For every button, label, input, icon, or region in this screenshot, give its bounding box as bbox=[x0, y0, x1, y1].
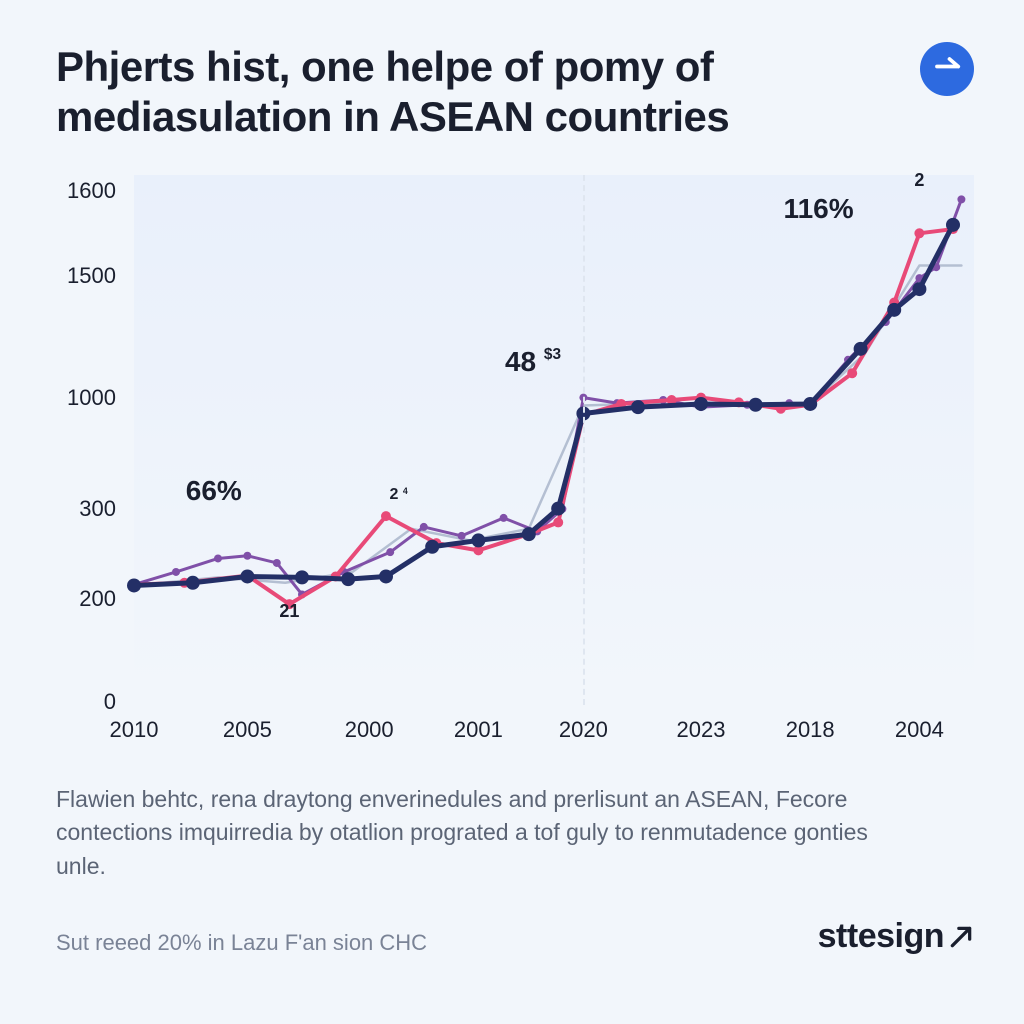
chart-marker bbox=[946, 218, 960, 232]
chart-annotation: 2 4 bbox=[389, 486, 407, 504]
x-tick-label: 2004 bbox=[895, 705, 944, 743]
chart-caption: Flawien behtc, rena draytong enverinedul… bbox=[56, 783, 876, 883]
x-tick-label: 2018 bbox=[786, 705, 835, 743]
chart-marker bbox=[551, 502, 565, 516]
brand-wordmark: sttesign bbox=[818, 917, 974, 956]
page-title: Phjerts hist, one helpe of pomy of media… bbox=[56, 42, 876, 141]
chart-marker bbox=[214, 555, 222, 563]
chart-annotation: 116% bbox=[784, 193, 854, 225]
chart-line-series-purple bbox=[134, 199, 961, 594]
chart-marker bbox=[803, 397, 817, 411]
chart-annotation: 2 bbox=[914, 170, 924, 191]
chart-marker bbox=[914, 228, 924, 238]
chart-marker bbox=[425, 540, 439, 554]
chart-marker bbox=[127, 579, 141, 593]
reference-vline bbox=[583, 175, 585, 705]
chart-marker bbox=[500, 514, 508, 522]
y-tick-label: 200 bbox=[56, 586, 126, 612]
chart-marker bbox=[273, 559, 281, 567]
y-tick-label: 1500 bbox=[56, 263, 126, 289]
chart-marker bbox=[295, 570, 309, 584]
header: Phjerts hist, one helpe of pomy of media… bbox=[56, 42, 974, 141]
x-tick-label: 2000 bbox=[345, 705, 394, 743]
brand-text: sttesign bbox=[818, 917, 944, 956]
chart-marker bbox=[887, 303, 901, 317]
chart-annotation: 21 bbox=[279, 601, 299, 622]
chart-marker bbox=[749, 398, 763, 412]
footnote-text: Sut reeed 20% in Lazu F'an sion CHC bbox=[56, 930, 427, 956]
chart-marker bbox=[854, 342, 868, 356]
external-arrow-icon bbox=[948, 924, 974, 950]
y-tick-label: 300 bbox=[56, 496, 126, 522]
chart-marker bbox=[186, 576, 200, 590]
chart-marker bbox=[243, 552, 251, 560]
x-axis: 20102005200020012020202320182004 bbox=[134, 705, 974, 755]
chart-marker bbox=[912, 282, 926, 296]
chart-marker bbox=[631, 400, 645, 414]
x-tick-label: 2020 bbox=[559, 705, 608, 743]
chart-marker bbox=[553, 518, 563, 528]
brand-logo-icon bbox=[920, 42, 974, 96]
chart-marker bbox=[522, 527, 536, 541]
x-tick-label: 2010 bbox=[110, 705, 159, 743]
y-axis: 0200300100015001600 bbox=[56, 175, 126, 705]
chart-line-series-pink bbox=[134, 229, 953, 604]
x-tick-label: 2023 bbox=[677, 705, 726, 743]
y-tick-label: 1000 bbox=[56, 385, 126, 411]
chart-marker bbox=[172, 568, 180, 576]
chart-annotation: 66% bbox=[186, 475, 242, 507]
chart-line-series-grey bbox=[134, 266, 961, 586]
y-tick-label: 1600 bbox=[56, 178, 126, 204]
x-tick-label: 2005 bbox=[223, 705, 272, 743]
chart-marker bbox=[381, 511, 391, 521]
chart-marker bbox=[341, 572, 355, 586]
chart-marker bbox=[957, 195, 965, 203]
footer-row: Sut reeed 20% in Lazu F'an sion CHC stte… bbox=[56, 917, 974, 956]
chart-marker bbox=[240, 570, 254, 584]
chart-marker bbox=[471, 534, 485, 548]
x-tick-label: 2001 bbox=[454, 705, 503, 743]
chart-marker bbox=[694, 397, 708, 411]
plot-area: 66%212 448 $3116%2 bbox=[134, 175, 974, 705]
chart-marker bbox=[847, 368, 857, 378]
chart-marker bbox=[458, 532, 466, 540]
chart-marker bbox=[379, 570, 393, 584]
chart-area: 0200300100015001600 66%212 448 $3116%2 2… bbox=[56, 175, 974, 755]
chart-line-series-navy bbox=[134, 225, 953, 586]
chart-marker bbox=[386, 548, 394, 556]
chart-annotation: 48 $3 bbox=[505, 346, 561, 378]
chart-marker bbox=[420, 523, 428, 531]
